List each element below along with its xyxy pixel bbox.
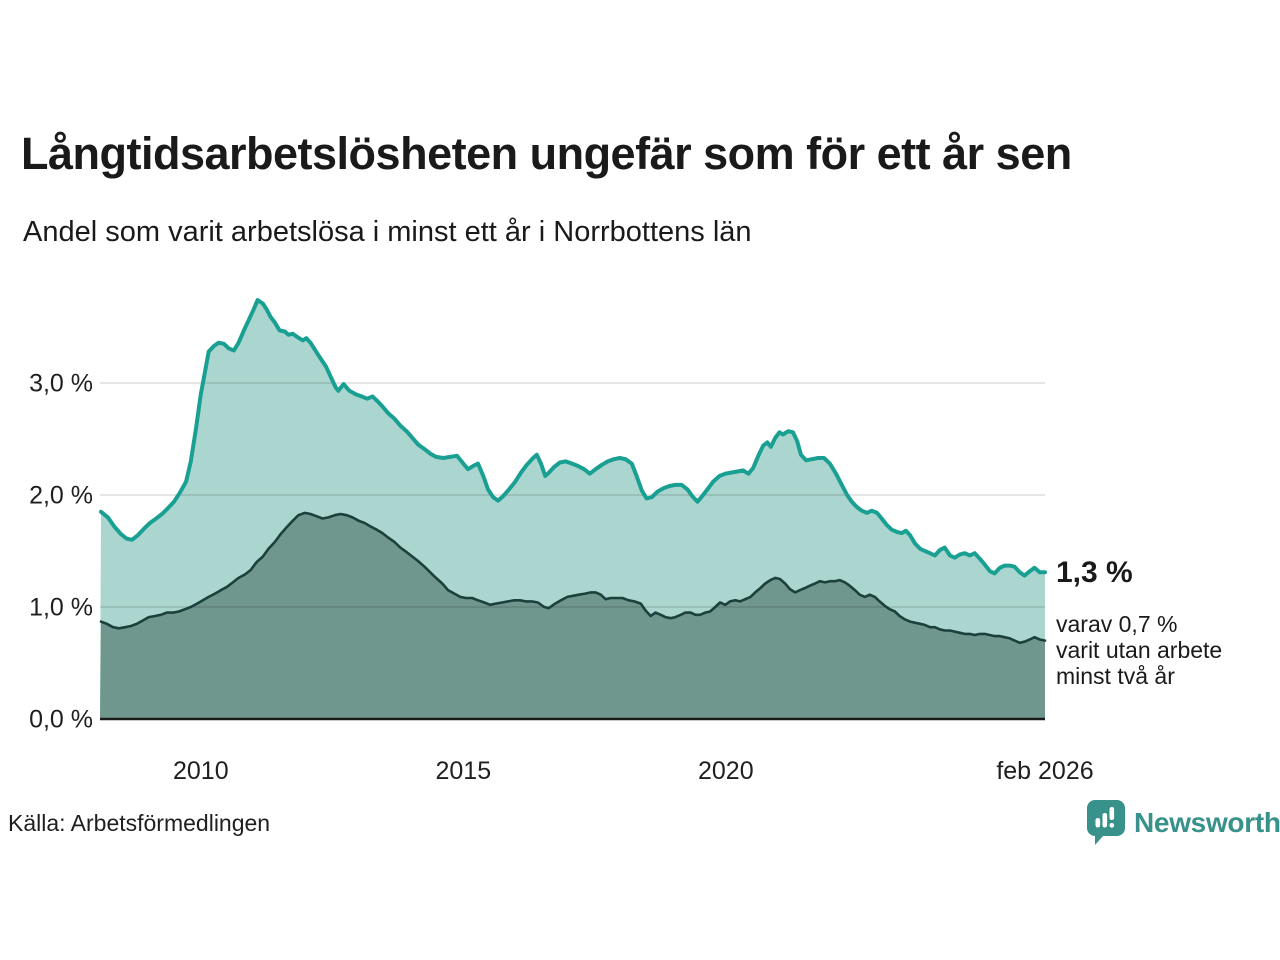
y-tick-label: 0,0 % [29,706,93,734]
y-tick-label: 3,0 % [29,370,93,398]
line-min-two-years [99,511,1047,645]
brand-name: Newsworthy [1134,806,1280,838]
x-tick-label: 2010 [173,757,229,785]
y-tick-label: 1,0 % [29,594,93,622]
x-tick-label: 2015 [435,757,491,785]
source-note: Källa: Arbetsförmedlingen [8,810,271,836]
annotation-line: minst två år [1056,663,1175,689]
annotation-line: varav 0,7 % [1056,611,1178,637]
end-value-description: varav 0,7 % varit utan arbete minst två … [1056,611,1222,689]
y-tick-label: 2,0 % [29,482,93,510]
brand-logo: Newsworthy [1087,800,1280,845]
line-min-one-year [99,298,1047,578]
newsworthy-icon [1087,800,1125,845]
page-title: Långtidsarbetslösheten ungefär som för e… [21,128,1072,179]
area-min-two-years [100,512,1045,719]
annotation-line: varit utan arbete [1056,637,1223,663]
end-value-label: 1,3 % [1056,556,1133,589]
chart-subtitle: Andel som varit arbetslösa i minst ett å… [23,216,752,248]
x-tick-label: 2020 [698,757,754,785]
x-tick-label: feb 2026 [996,757,1093,785]
